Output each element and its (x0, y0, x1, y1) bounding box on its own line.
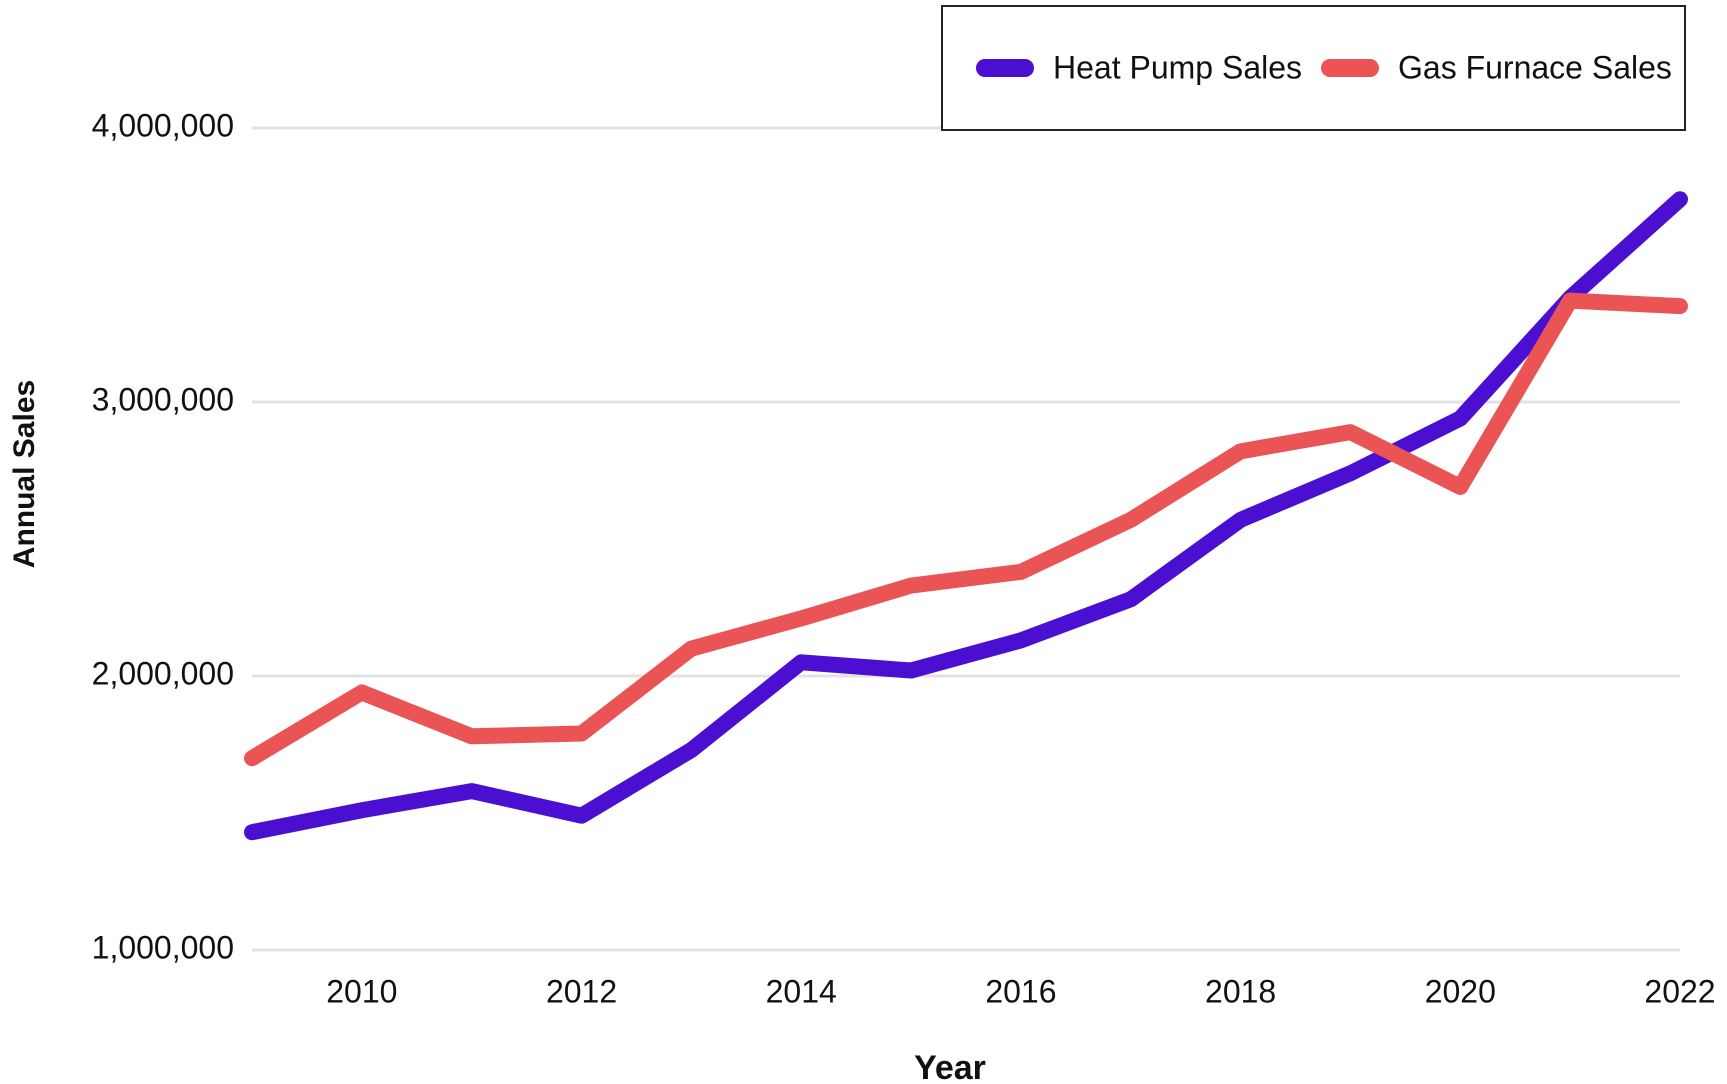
legend-box (941, 5, 1686, 131)
y-tick-label: 2,000,000 (92, 655, 234, 691)
x-tick-label: 2022 (1644, 973, 1715, 1009)
legend-label: Heat Pump Sales (1053, 49, 1302, 85)
y-tick-label: 1,000,000 (92, 929, 234, 965)
legend: Heat Pump Sales Gas Furnace Sales (941, 5, 1686, 131)
x-tick-label: 2010 (326, 973, 397, 1009)
x-tick-label: 2016 (985, 973, 1056, 1009)
x-tick-label: 2014 (766, 973, 837, 1009)
legend-label: Gas Furnace Sales (1398, 49, 1672, 85)
y-tick-label: 3,000,000 (92, 381, 234, 417)
y-tick-label: 4,000,000 (92, 107, 234, 143)
x-tick-label: 2012 (546, 973, 617, 1009)
x-tick-label: 2018 (1205, 973, 1276, 1009)
series-line (244, 191, 1688, 841)
y-axis-label: Annual Sales (8, 380, 41, 568)
series-line (244, 292, 1688, 767)
x-axis-label: Year (914, 1049, 986, 1084)
x-tick-label: 2020 (1425, 973, 1496, 1009)
